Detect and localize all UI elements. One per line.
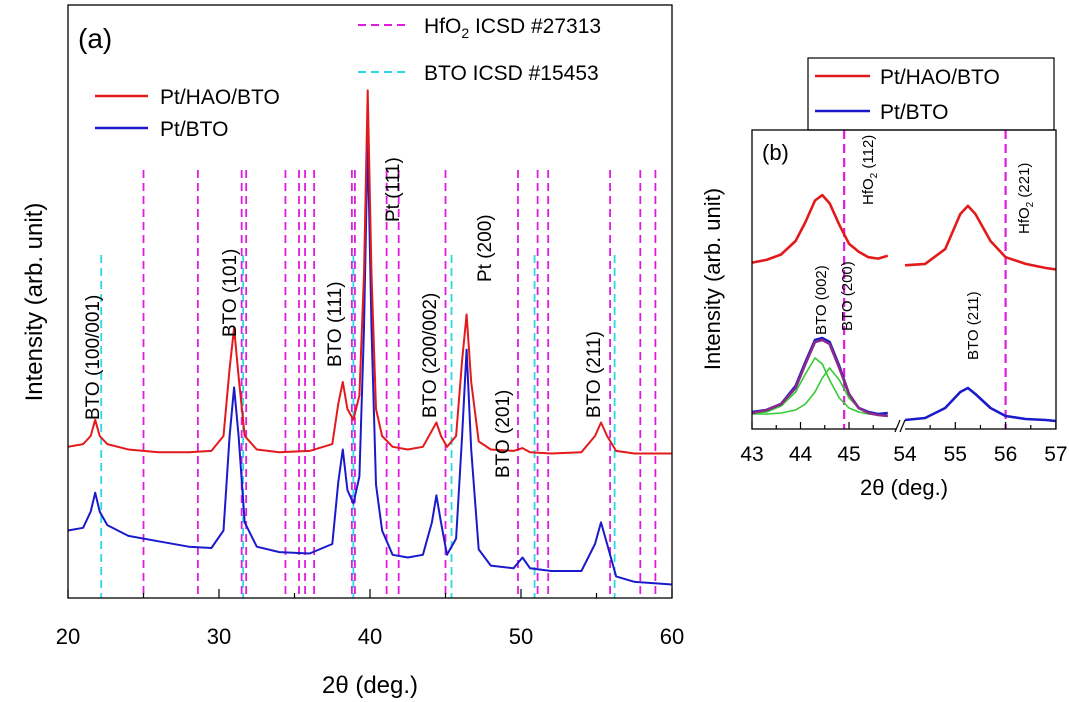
x-tick-label: 56 — [994, 443, 1017, 466]
annotation-bto-002: BTO (002) — [813, 265, 830, 335]
panel-a-label: (a) — [78, 23, 112, 54]
x-tick-label: 44 — [789, 443, 813, 466]
panel-a-series — [67, 89, 673, 586]
legend-bto-ref-label: BTO ICSD #15453 — [424, 62, 599, 85]
series-line-pt-hao-bto — [751, 193, 889, 264]
x-tick-label: 45 — [837, 443, 860, 466]
series-line-pt-hao-bto — [67, 89, 672, 455]
x-tick-label: 20 — [56, 624, 80, 649]
annotation-bto-201: BTO (201) — [493, 390, 514, 478]
x-tick-label: 54 — [893, 443, 917, 466]
legend-hfo2-label: HfO2 ICSD #27313 — [424, 15, 601, 41]
x-tick-label: 60 — [660, 624, 684, 649]
x-tick-label: 43 — [740, 443, 763, 466]
series-line-pt-bto — [67, 138, 673, 586]
annotation-pt-200: Pt (200) — [475, 214, 496, 282]
panel-b-legend-box — [807, 57, 1055, 131]
panel-b: Pt/HAO/BTO Pt/BTO 43 44 45 54 55 56 57 (b) HfO… — [700, 57, 1068, 500]
panel-b-reference-lines — [843, 130, 1007, 429]
panel-b-label: (b) — [762, 140, 789, 165]
axis-break-mark — [894, 419, 901, 433]
series-line-pt-bto-fit — [751, 338, 888, 418]
x-tick-label: 50 — [509, 624, 533, 649]
annotation-hfo2-221: HfO2 (221) — [1016, 163, 1036, 234]
panel-b-series — [751, 193, 1057, 423]
panel-a-y-label: Intensity (arb. unit) — [21, 203, 48, 402]
annotation-bto-211: BTO (211) — [584, 331, 605, 418]
x-tick-label: 30 — [207, 624, 231, 649]
panel-a-x-label: 2θ (deg.) — [322, 672, 418, 699]
annotation-bto-100-001: BTO (100/001) — [83, 295, 104, 420]
axis-break-gap — [896, 418, 905, 434]
series-line-pt-bto — [751, 336, 888, 416]
annotation-pt-111: Pt (111) — [383, 157, 404, 222]
x-tick-label: 57 — [1044, 443, 1067, 466]
annotation-bto-211-b: BTO (211) — [965, 291, 982, 360]
series-line-pt-bto — [904, 386, 1057, 423]
annotation-bto-200-002: BTO (200/002) — [420, 293, 441, 418]
series-line-pt-hao-bto — [904, 204, 1057, 271]
panel-b-x-ticks: 43 44 45 54 55 56 57 — [740, 422, 1068, 466]
legend-b-series-0-label: Pt/HAO/BTO — [880, 66, 1000, 89]
annotation-hfo2-112: HfO2 (112) — [860, 135, 880, 205]
panel-a-x-ticks: 20 30 40 50 60 — [56, 589, 684, 649]
panel-b-x-label: 2θ (deg.) — [860, 475, 948, 500]
legend-a-series-1-label: Pt/BTO — [160, 118, 228, 141]
x-tick-label: 55 — [944, 443, 967, 466]
x-tick-label: 40 — [358, 624, 382, 649]
panel-a-reference-lines — [100, 170, 657, 598]
annotation-bto-101: BTO (101) — [220, 249, 241, 337]
legend-a-series-0-label: Pt/HAO/BTO — [160, 86, 280, 109]
panel-a: 20 30 40 50 60 (a) HfO2 ICSD #27313 BTO ICSD… — [21, 4, 684, 699]
panel-b-y-label: Intensity (arb. unit) — [700, 188, 725, 370]
axis-break-mark — [899, 419, 906, 433]
annotation-bto-200: BTO (200) — [839, 261, 856, 331]
annotation-bto-111: BTO (111) — [325, 281, 346, 367]
legend-b-series-1-label: Pt/BTO — [880, 101, 948, 124]
